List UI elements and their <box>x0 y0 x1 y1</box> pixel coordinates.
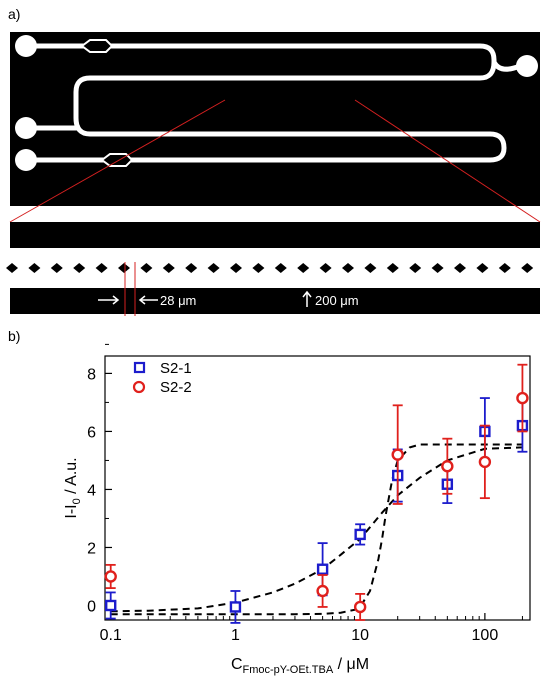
data-series <box>104 363 529 624</box>
zoom-line-right <box>354 99 541 223</box>
data-point-square <box>316 563 329 575</box>
fit-curve <box>110 446 523 613</box>
pillar <box>162 263 175 273</box>
data-point-circle <box>478 455 492 469</box>
x-tick-label: 100 <box>472 627 499 644</box>
pillar <box>28 263 41 273</box>
fit-curves <box>110 443 523 616</box>
pillar <box>6 263 18 273</box>
arrow-down <box>302 230 312 244</box>
legend: S2-1 S2-2 <box>132 360 192 396</box>
pillar <box>476 263 489 273</box>
fit-curve <box>110 443 523 616</box>
data-point-circle <box>353 600 367 614</box>
y-tick-label: 4 <box>87 482 96 499</box>
data-point-circle <box>104 570 117 583</box>
data-point-circle <box>516 391 529 405</box>
zoom-line-left <box>9 99 226 223</box>
data-point-circle <box>441 460 454 473</box>
pillar <box>140 263 153 273</box>
y-tick-label: 2 <box>87 540 96 557</box>
chart-panel-b: 0.1 1 10 100 0 2 4 6 8 S2-1 S2-2 I-I0 / A.u. CF… <box>63 343 531 676</box>
data-point-square <box>354 528 366 541</box>
pillar <box>386 263 399 273</box>
x-tick-label: 10 <box>351 627 369 644</box>
pillar <box>364 263 377 273</box>
x-tick-label: 0.1 <box>100 627 122 644</box>
zoom-wall-top <box>10 222 540 248</box>
zoom-image: 28 μm 200 μm <box>6 222 540 316</box>
pillar <box>454 263 466 273</box>
arrows <box>98 290 312 307</box>
pillar <box>274 263 287 273</box>
inlet-port-2 <box>15 117 37 139</box>
legend-label-s2-1: S2-1 <box>160 360 192 377</box>
pillar <box>431 263 444 273</box>
legend-label-s2-2: S2-2 <box>160 379 192 396</box>
pillar <box>73 263 86 273</box>
plot-frame <box>104 355 531 621</box>
data-point-square <box>105 599 117 612</box>
pillar <box>207 263 220 273</box>
data-point-square <box>229 601 242 613</box>
pillar <box>50 263 63 273</box>
data-point-circle <box>316 584 329 598</box>
inlet-port-1 <box>15 35 37 57</box>
pillar <box>185 263 198 273</box>
pillar <box>230 263 242 273</box>
x-axis-title: CFmoc-pY-OEt.TBA / μM <box>231 656 369 676</box>
pillar <box>95 263 108 273</box>
inlet-port-3 <box>15 149 37 171</box>
outlet-port <box>516 55 538 77</box>
y-axis-title: I-I0 / A.u. <box>63 457 83 518</box>
chip-background <box>10 32 540 206</box>
pillar <box>297 263 310 273</box>
pillar-row <box>6 263 534 273</box>
data-point-circle <box>391 448 404 461</box>
pillar <box>498 263 511 273</box>
pillar <box>118 263 130 273</box>
legend-marker-s2-1 <box>133 361 146 374</box>
pillar <box>342 263 354 273</box>
pillar <box>252 263 265 273</box>
pillar <box>409 263 422 273</box>
x-ticks: 0.1 1 10 100 <box>100 613 523 644</box>
panel-b-label: b) <box>8 328 21 344</box>
y-tick-label: 0 <box>87 598 96 615</box>
zoom-wall-bottom <box>10 288 540 314</box>
chip-image <box>9 32 541 223</box>
pillar <box>319 263 332 273</box>
x-tick-label: 1 <box>231 627 240 644</box>
channel-scale-label: 200 μm <box>315 293 359 308</box>
pillar <box>521 263 534 273</box>
legend-marker-s2-2 <box>132 380 146 394</box>
y-tick-label: 8 <box>87 366 96 383</box>
y-tick-label: 6 <box>87 424 96 441</box>
reservoir-top <box>80 39 114 53</box>
panel-a-label: a) <box>8 6 21 22</box>
gap-scale-label: 28 μm <box>160 293 196 308</box>
